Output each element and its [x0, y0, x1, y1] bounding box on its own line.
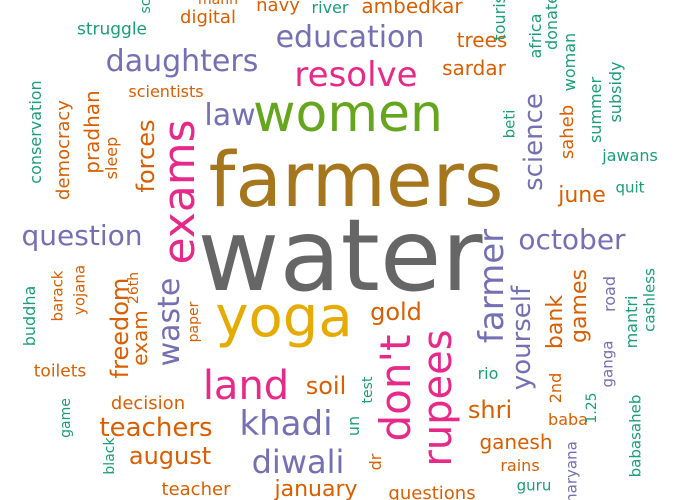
word-exams: exams	[154, 119, 205, 265]
word-cashless: cashless	[640, 268, 659, 332]
word-tourism: tourism	[490, 0, 509, 41]
word-daughters: daughters	[105, 44, 259, 79]
word-law: law	[204, 98, 256, 133]
word-struggle: struggle	[76, 19, 148, 40]
word-trees: trees	[456, 28, 508, 52]
word-science: science	[519, 93, 549, 191]
word-1.25: 1.25	[584, 392, 600, 424]
word-buddha: buddha	[20, 285, 39, 347]
word-yoga: yoga	[215, 285, 353, 350]
word-yourself: yourself	[507, 285, 537, 391]
word-donate: donate	[542, 0, 561, 51]
word-teacher: teacher	[161, 479, 231, 500]
word-dr: dr	[366, 453, 385, 471]
word-rupees: rupees	[415, 329, 461, 467]
word-teachers: teachers	[99, 413, 213, 443]
word-mann: mann	[198, 0, 238, 8]
word-games: games	[567, 269, 592, 343]
word-mantri: mantri	[622, 295, 641, 349]
word-subsidy: subsidy	[606, 61, 625, 123]
word-road: road	[600, 276, 619, 312]
word-test: test	[360, 376, 376, 404]
word-sleep: sleep	[102, 136, 121, 180]
word-gold: gold	[370, 298, 422, 326]
word-soil: soil	[305, 372, 347, 400]
word-black: black	[102, 437, 118, 475]
word-saheb: saheb	[557, 104, 578, 160]
word-democracy: democracy	[53, 100, 74, 200]
word-babasaheb: babasaheb	[626, 394, 645, 478]
word-pradhan: pradhan	[80, 90, 104, 174]
word-january: january	[274, 477, 358, 500]
word-decision: decision	[110, 393, 186, 414]
word-un: un	[344, 415, 363, 437]
word-dont: don't	[371, 334, 420, 442]
word-conservation: conservation	[26, 80, 45, 184]
word-shri: shri	[467, 396, 513, 424]
word-october: october	[518, 223, 626, 256]
word-guru: guru	[516, 476, 552, 495]
word-river: river	[311, 0, 349, 17]
word-education: education	[275, 20, 425, 55]
word-beti: beti	[500, 109, 519, 139]
word-bank: bank	[543, 294, 568, 350]
word-yojana: yojana	[70, 264, 89, 316]
word-ganesh: ganesh	[479, 430, 553, 454]
word-scientists: scientists	[128, 82, 204, 101]
word-quit: quit	[615, 178, 645, 197]
word-waste: waste	[152, 277, 187, 367]
word-game: game	[58, 398, 74, 438]
word-water: water	[197, 197, 483, 314]
word-exam: exam	[128, 310, 152, 366]
word-land: land	[202, 363, 290, 409]
word-farmer: farmer	[472, 228, 512, 344]
word-june: june	[558, 183, 606, 208]
word-question: question	[21, 219, 143, 252]
word-baba: baba	[548, 410, 588, 429]
word-2nd: 2nd	[546, 372, 565, 404]
word-jawans: jawans	[602, 146, 658, 165]
word-woman: woman	[560, 32, 579, 92]
word-ambedkar: ambedkar	[361, 0, 463, 18]
word-haryana: haryana	[562, 441, 581, 500]
word-26th: 26th	[126, 271, 142, 305]
word-khadi: khadi	[239, 404, 333, 444]
word-sardar: sardar	[442, 56, 506, 80]
word-diwali: diwali	[251, 443, 345, 481]
word-forces: forces	[132, 119, 160, 193]
word-digital: digital	[180, 7, 236, 28]
word-toilets: toilets	[33, 361, 87, 382]
word-questions: questions	[388, 483, 476, 500]
word-resolve: resolve	[294, 55, 418, 95]
word-summer: summer	[586, 76, 605, 144]
word-ganga: ganga	[598, 340, 617, 388]
word-rains: rains	[500, 456, 540, 475]
word-women: women	[253, 84, 443, 144]
word-august: august	[128, 442, 212, 470]
word-sc: sc	[138, 0, 154, 14]
word-rio: rio	[477, 364, 499, 383]
word-farmers: farmers	[208, 135, 504, 224]
word-barack: barack	[48, 270, 67, 322]
word-navy: navy	[256, 0, 300, 16]
word-paper: paper	[186, 301, 202, 343]
